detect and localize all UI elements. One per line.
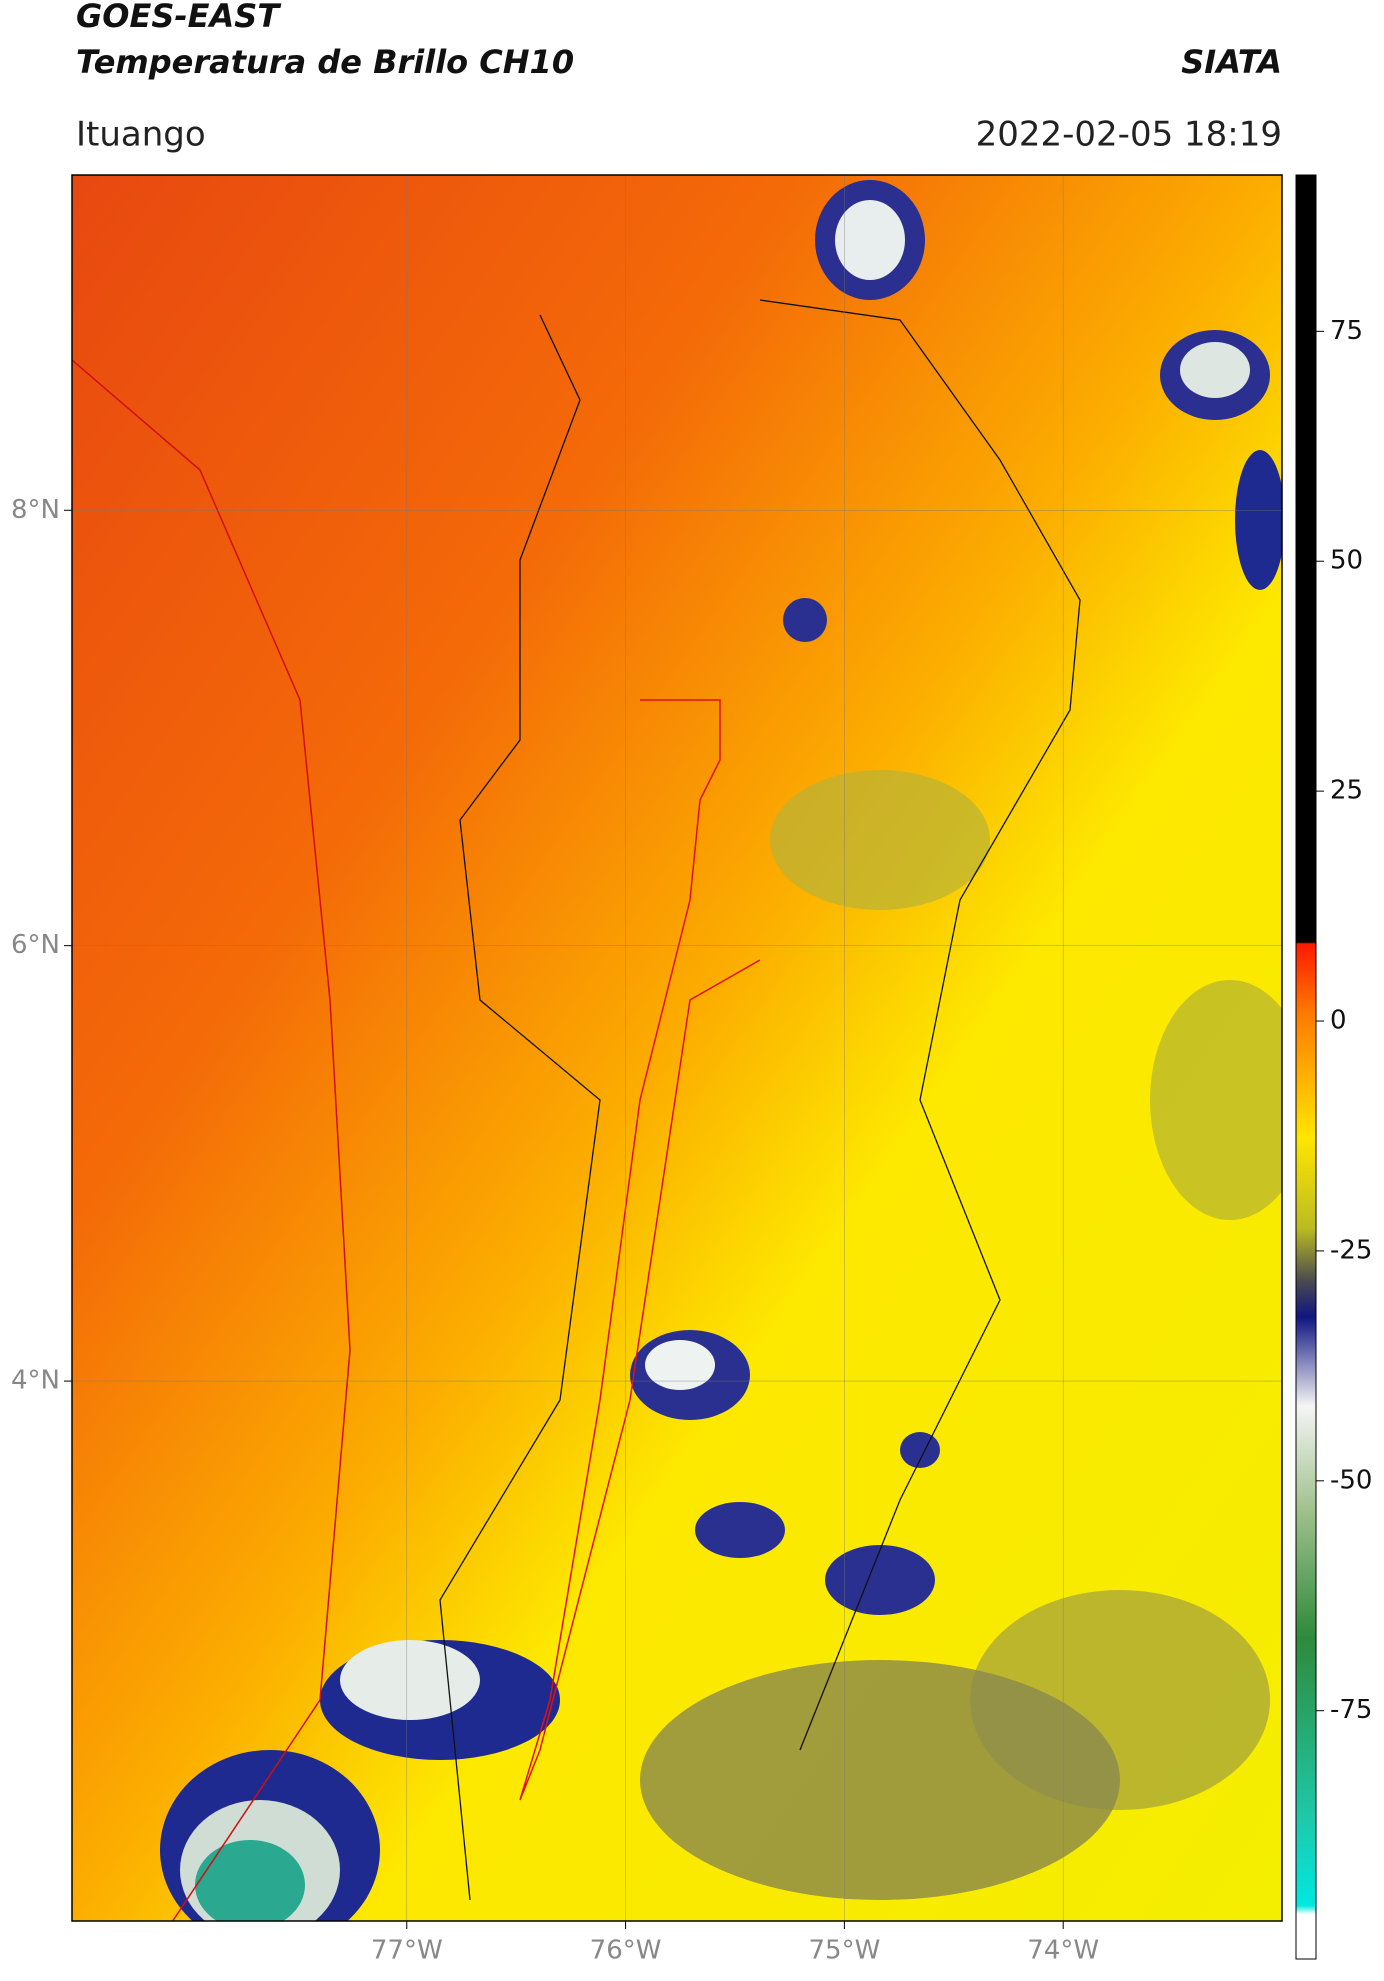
colorbar — [1295, 174, 1317, 1960]
lon-label: 74°W — [1027, 1936, 1099, 1966]
map-frame — [71, 174, 1283, 1922]
title-line1: GOES-EAST — [76, 0, 281, 35]
lat-label: 8°N — [11, 495, 60, 525]
colorbar-label: 50 — [1330, 546, 1363, 576]
lon-label: 77°W — [371, 1936, 443, 1966]
location: Ituango — [76, 115, 206, 155]
grid: 8°N 6°N 4°N 77°W 76°W 75°W 74°W — [11, 175, 1282, 1966]
colorbar-label: -25 — [1330, 1235, 1372, 1265]
title-line2: Temperatura de Brillo CH10 — [76, 43, 574, 81]
colorbar-ticks: 75 50 25 0 -25 -50 -75 — [1316, 316, 1372, 1725]
source: SIATA — [1181, 43, 1282, 81]
colorbar-label: -50 — [1330, 1465, 1372, 1495]
lon-label: 75°W — [808, 1936, 880, 1966]
colorbar-label: 0 — [1330, 1006, 1347, 1036]
map-field — [72, 175, 1282, 1921]
colorbar-label: -75 — [1330, 1695, 1372, 1725]
lat-label: 6°N — [11, 930, 60, 960]
colorbar-label: 25 — [1330, 776, 1363, 806]
datetime: 2022-02-05 18:19 — [976, 115, 1282, 155]
colorbar-label: 75 — [1330, 316, 1363, 346]
lat-label: 4°N — [11, 1366, 60, 1396]
lon-label: 76°W — [590, 1936, 662, 1966]
